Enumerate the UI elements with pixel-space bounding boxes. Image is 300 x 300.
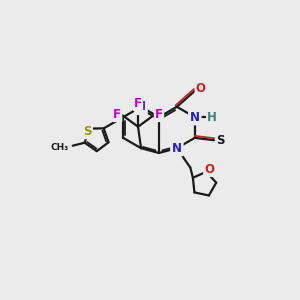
Text: O: O (204, 163, 214, 176)
Text: F: F (113, 108, 121, 121)
Text: N: N (172, 142, 182, 155)
Text: N: N (172, 142, 182, 155)
Text: N: N (190, 111, 200, 124)
Text: N: N (136, 100, 146, 113)
Text: O: O (204, 163, 214, 176)
Text: S: S (216, 134, 224, 147)
Text: S: S (83, 125, 92, 138)
Text: N: N (190, 111, 200, 124)
Text: S: S (216, 134, 224, 147)
Text: O: O (196, 82, 206, 95)
Text: S: S (83, 125, 92, 138)
Text: O: O (196, 82, 206, 95)
Text: F: F (113, 108, 121, 121)
Text: CH₃: CH₃ (50, 143, 68, 152)
Text: F: F (155, 108, 163, 121)
Text: F: F (134, 97, 142, 110)
Text: N: N (136, 100, 146, 113)
Text: F: F (155, 108, 163, 121)
Text: H: H (207, 111, 217, 124)
Text: H: H (207, 111, 217, 124)
Text: F: F (134, 97, 142, 110)
